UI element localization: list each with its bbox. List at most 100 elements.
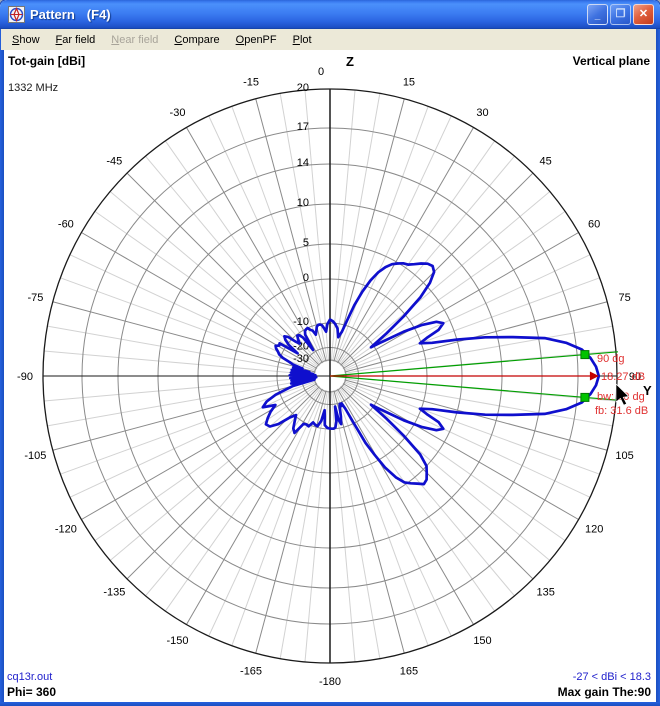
grid-spoke xyxy=(337,127,474,364)
grid-spoke xyxy=(255,390,327,654)
angle-label--135: -135 xyxy=(103,587,125,599)
grid-spoke xyxy=(279,93,328,362)
grid-spoke xyxy=(279,390,328,659)
grid-spoke xyxy=(145,155,321,365)
angle-label--45: -45 xyxy=(106,155,122,167)
window-title-suffix: (F4) xyxy=(86,7,111,22)
grid-spoke xyxy=(69,381,317,498)
polar-plot[interactable]: 0153045607590105120135150165-180-15-30-4… xyxy=(4,50,656,702)
radiation-pattern-trace xyxy=(261,261,601,486)
angle-label-150: 150 xyxy=(473,635,491,647)
angle-label--180: -180 xyxy=(319,676,341,688)
beamwidth-line xyxy=(329,351,619,377)
grid-spoke xyxy=(343,380,600,475)
grid-spoke xyxy=(344,325,613,374)
grid-spoke xyxy=(342,232,579,369)
grid-spoke xyxy=(304,390,330,662)
plane-label: Vertical plane xyxy=(572,54,650,68)
frequency-label: 1332 MHz xyxy=(8,82,59,94)
menu-item-openpf[interactable]: OpenPF xyxy=(235,33,277,46)
maximize-button[interactable]: ❐ xyxy=(610,4,631,25)
scale-label-0: 0 xyxy=(303,272,309,284)
grid-spoke xyxy=(60,277,317,372)
max-gain-label: Max gain The:90 xyxy=(557,685,651,699)
angle-label--60: -60 xyxy=(58,219,74,231)
phi-label: Phi= 360 xyxy=(7,685,57,699)
title-bar[interactable]: Pattern (F4) _ ❐ ✕ xyxy=(0,0,660,29)
grid-spoke xyxy=(332,390,381,659)
grid-spoke xyxy=(52,379,316,451)
output-file-label: cq13r.out xyxy=(7,671,53,683)
grid-spoke xyxy=(330,390,356,662)
gain-annotation: 18.27 dB xyxy=(601,371,645,383)
menu-item-plot[interactable]: Plot xyxy=(292,33,312,46)
menu-item-show[interactable]: Show xyxy=(12,33,40,46)
maximize-icon: ❐ xyxy=(615,8,626,20)
angle-label-60: 60 xyxy=(588,219,600,231)
grid-spoke xyxy=(334,389,429,646)
scale-label-10: 10 xyxy=(297,197,309,209)
mouse-cursor-icon xyxy=(615,383,630,406)
minimize-button[interactable]: _ xyxy=(587,4,608,25)
close-button[interactable]: ✕ xyxy=(633,4,654,25)
angle-label-120: 120 xyxy=(585,524,603,536)
angle-label-30: 30 xyxy=(476,107,488,119)
angle-label-75: 75 xyxy=(618,292,630,304)
grid-spoke xyxy=(208,389,325,637)
grid-spoke xyxy=(304,90,330,362)
plot-title: Tot-gain [dBi] xyxy=(8,54,86,68)
grid-spoke xyxy=(335,115,452,363)
menu-item-compare[interactable]: Compare xyxy=(174,33,220,46)
grid-spoke xyxy=(343,254,591,371)
grid-spoke xyxy=(333,98,405,362)
angle-label-135: 135 xyxy=(536,587,554,599)
scale-label--10: -10 xyxy=(293,316,309,328)
grid-spoke xyxy=(330,90,356,362)
angle-label-15: 15 xyxy=(403,76,415,88)
grid-spoke xyxy=(81,383,318,520)
grid-spoke xyxy=(341,191,551,367)
beamwidth-line xyxy=(329,375,619,401)
angle-label-0: 0 xyxy=(318,66,324,78)
angle-label--150: -150 xyxy=(166,635,188,647)
max-gain-marker xyxy=(589,371,599,381)
grid-spoke xyxy=(126,386,320,580)
grid-spoke xyxy=(145,387,321,597)
scale-label-14: 14 xyxy=(297,157,309,169)
grid-spoke xyxy=(164,140,322,364)
scale-label--30: -30 xyxy=(293,353,309,365)
grid-spoke xyxy=(94,384,318,542)
grid-spoke xyxy=(47,378,316,427)
grid-spoke xyxy=(94,210,318,368)
angle-label--105: -105 xyxy=(24,450,46,462)
minimize-icon: _ xyxy=(594,10,601,21)
angle-label--90: -90 xyxy=(17,371,33,383)
angle-label--165: -165 xyxy=(240,666,262,678)
grid-spoke xyxy=(44,376,316,402)
grid-spoke xyxy=(343,381,591,498)
grid-spoke xyxy=(186,127,323,364)
angle-label--75: -75 xyxy=(27,292,43,304)
angle-label-45: 45 xyxy=(540,155,552,167)
grid-spoke xyxy=(335,389,452,637)
dbi-range-label: -27 < dBi < 18.3 xyxy=(572,671,651,683)
grid-spoke xyxy=(337,388,474,625)
grid-spoke xyxy=(126,172,320,366)
grid-spoke xyxy=(342,383,579,520)
close-icon: ✕ xyxy=(638,8,649,20)
grid-spoke xyxy=(69,254,317,371)
menu-item-near-field: Near field xyxy=(111,33,159,46)
grid-spoke xyxy=(340,172,534,366)
menu-item-far-field[interactable]: Far field xyxy=(55,33,96,46)
grid-spoke xyxy=(338,140,496,364)
y-axis-label: Y xyxy=(643,383,652,398)
beam-edge-marker xyxy=(580,350,590,360)
menu-bar: Show Far field Near field Compare OpenPF Plot xyxy=(1,29,659,50)
scale-label-20: 20 xyxy=(297,82,309,94)
grid-spoke xyxy=(334,106,429,363)
front-to-back-annotation: fb: 31.6 dB xyxy=(595,405,648,417)
grid-spoke xyxy=(231,106,326,363)
window-bottom-border xyxy=(0,702,660,706)
angle-label-165: 165 xyxy=(400,666,418,678)
